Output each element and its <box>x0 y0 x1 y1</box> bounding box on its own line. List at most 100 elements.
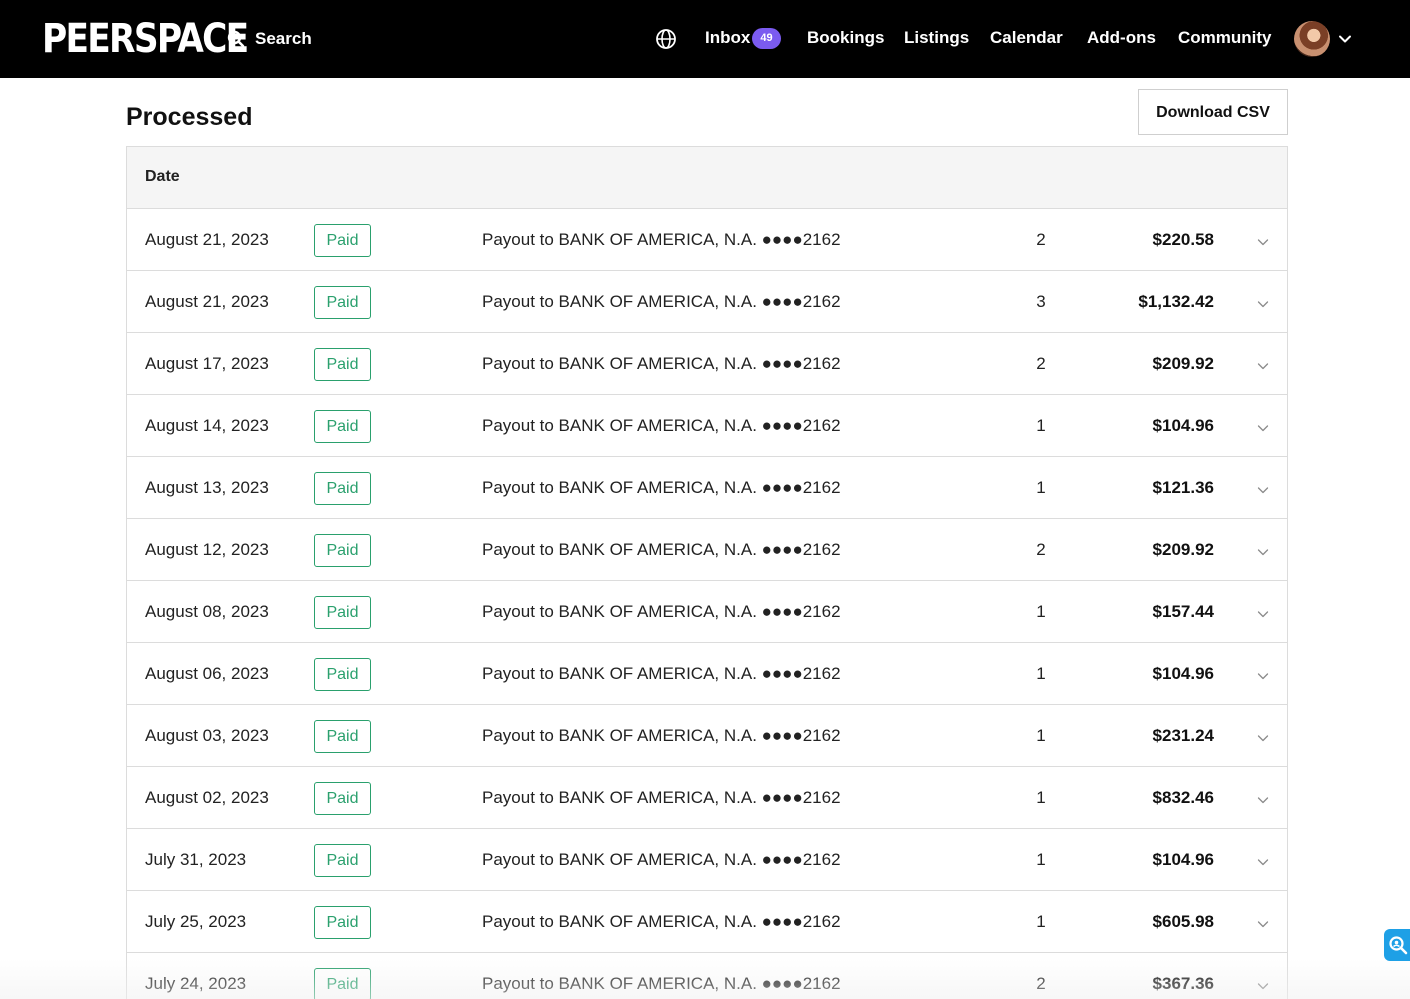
chevron-down-icon[interactable] <box>1257 607 1269 619</box>
payout-description: Payout to BANK OF AMERICA, N.A. ●●●●2162 <box>482 478 841 497</box>
peerspace-logo[interactable]: PEERSPACE <box>42 16 249 62</box>
chevron-down-icon[interactable] <box>1257 421 1269 433</box>
download-csv-button[interactable]: Download CSV <box>1138 89 1288 135</box>
status-badge: Paid <box>314 534 371 567</box>
user-avatar[interactable] <box>1294 21 1330 57</box>
payout-amount: $832.46 <box>1152 788 1214 807</box>
payout-amount: $104.96 <box>1152 416 1214 435</box>
payout-date: August 06, 2023 <box>145 664 269 683</box>
payout-description: Payout to BANK OF AMERICA, N.A. ●●●●2162 <box>482 602 841 621</box>
table-row[interactable]: August 08, 2023 Paid Payout to BANK OF AME… <box>127 581 1287 643</box>
payout-description: Payout to BANK OF AMERICA, N.A. ●●●●2162 <box>482 974 841 993</box>
chevron-down-icon[interactable] <box>1257 855 1269 867</box>
chevron-down-icon[interactable] <box>1257 917 1269 929</box>
table-row[interactable]: July 31, 2023 Paid Payout to BANK OF AMERI… <box>127 829 1287 891</box>
column-header-date: Date <box>145 168 180 185</box>
table-row[interactable]: August 17, 2023 Paid Payout to BANK OF AME… <box>127 333 1287 395</box>
payout-description: Payout to BANK OF AMERICA, N.A. ●●●●2162 <box>482 540 841 559</box>
chevron-down-icon[interactable] <box>1257 359 1269 371</box>
search-label: Search <box>255 29 312 48</box>
table-row[interactable]: August 02, 2023 Paid Payout to BANK OF AME… <box>127 767 1287 829</box>
chevron-down-icon[interactable] <box>1257 669 1269 681</box>
chevron-down-icon[interactable] <box>1257 731 1269 743</box>
chevron-down-icon[interactable] <box>1257 793 1269 805</box>
nav-link-listings[interactable]: Listings <box>904 28 970 47</box>
booking-count: 1 <box>1036 602 1046 621</box>
nav-link-add-ons[interactable]: Add-ons <box>1087 28 1156 47</box>
booking-count: 1 <box>1036 912 1046 931</box>
chevron-down-icon[interactable] <box>1338 32 1352 46</box>
payout-amount: $1,132.42 <box>1138 292 1214 311</box>
page-title: Processed <box>126 103 253 131</box>
table-row[interactable]: August 06, 2023 Paid Payout to BANK OF AME… <box>127 643 1287 705</box>
payout-description: Payout to BANK OF AMERICA, N.A. ●●●●2162 <box>482 292 841 311</box>
booking-count: 3 <box>1036 292 1046 311</box>
chevron-down-icon[interactable] <box>1257 297 1269 309</box>
payout-description: Payout to BANK OF AMERICA, N.A. ●●●●2162 <box>482 416 841 435</box>
payout-date: August 02, 2023 <box>145 788 269 807</box>
payout-description: Payout to BANK OF AMERICA, N.A. ●●●●2162 <box>482 850 841 869</box>
payout-date: August 14, 2023 <box>145 416 269 435</box>
chevron-down-icon[interactable] <box>1257 483 1269 495</box>
status-badge: Paid <box>314 348 371 381</box>
table-row[interactable]: July 25, 2023 Paid Payout to BANK OF AMERI… <box>127 891 1287 953</box>
payout-amount: $605.98 <box>1152 912 1214 931</box>
status-badge: Paid <box>314 968 371 999</box>
status-badge: Paid <box>314 224 371 257</box>
payout-amount: $121.36 <box>1152 478 1214 497</box>
table-header: Date <box>127 147 1287 209</box>
top-navigation: PEERSPACE Search Inbox 49 Bookings Listi… <box>0 0 1410 78</box>
payout-description: Payout to BANK OF AMERICA, N.A. ●●●●2162 <box>482 230 841 249</box>
payout-amount: $220.58 <box>1152 230 1214 249</box>
chevron-down-icon[interactable] <box>1257 235 1269 247</box>
payout-date: July 24, 2023 <box>145 974 247 993</box>
status-badge: Paid <box>314 658 371 691</box>
search-button[interactable]: Search <box>227 24 312 54</box>
payout-description: Payout to BANK OF AMERICA, N.A. ●●●●2162 <box>482 354 841 373</box>
globe-icon[interactable] <box>655 28 677 50</box>
booking-count: 2 <box>1036 230 1046 249</box>
status-badge: Paid <box>314 782 371 815</box>
payout-amount: $104.96 <box>1152 664 1214 683</box>
payout-amount: $367.36 <box>1152 974 1214 993</box>
payout-date: August 03, 2023 <box>145 726 269 745</box>
help-widget-button[interactable] <box>1384 929 1410 961</box>
payout-date: July 31, 2023 <box>145 850 247 869</box>
status-badge: Paid <box>314 720 371 753</box>
table-row[interactable]: July 24, 2023 Paid Payout to BANK OF AMERI… <box>127 953 1287 999</box>
status-badge: Paid <box>314 410 371 443</box>
status-badge: Paid <box>314 596 371 629</box>
booking-count: 1 <box>1036 788 1046 807</box>
nav-link-bookings[interactable]: Bookings <box>807 28 885 47</box>
nav-link-calendar[interactable]: Calendar <box>990 28 1063 47</box>
booking-count: 1 <box>1036 664 1046 683</box>
payout-amount: $209.92 <box>1152 540 1214 559</box>
chevron-down-icon[interactable] <box>1257 979 1269 991</box>
chevron-down-icon[interactable] <box>1257 545 1269 557</box>
payout-amount: $104.96 <box>1152 850 1214 869</box>
payout-date: August 08, 2023 <box>145 602 269 621</box>
booking-count: 2 <box>1036 540 1046 559</box>
status-badge: Paid <box>314 906 371 939</box>
payout-date: August 13, 2023 <box>145 478 269 497</box>
table-row[interactable]: August 12, 2023 Paid Payout to BANK OF AME… <box>127 519 1287 581</box>
payout-description: Payout to BANK OF AMERICA, N.A. ●●●●2162 <box>482 726 841 745</box>
table-row[interactable]: August 14, 2023 Paid Payout to BANK OF AME… <box>127 395 1287 457</box>
payout-date: August 12, 2023 <box>145 540 269 559</box>
table-row[interactable]: August 03, 2023 Paid Payout to BANK OF AME… <box>127 705 1287 767</box>
payout-amount: $231.24 <box>1152 726 1214 745</box>
table-row[interactable]: August 13, 2023 Paid Payout to BANK OF AME… <box>127 457 1287 519</box>
booking-count: 2 <box>1036 354 1046 373</box>
nav-link-community[interactable]: Community <box>1178 28 1272 47</box>
status-badge: Paid <box>314 472 371 505</box>
payout-amount: $157.44 <box>1152 602 1214 621</box>
table-row[interactable]: August 21, 2023 Paid Payout to BANK OF AME… <box>127 209 1287 271</box>
payout-amount: $209.92 <box>1152 354 1214 373</box>
booking-count: 1 <box>1036 478 1046 497</box>
nav-link-inbox[interactable]: Inbox <box>705 28 751 47</box>
booking-count: 1 <box>1036 726 1046 745</box>
table-row[interactable]: August 21, 2023 Paid Payout to BANK OF AME… <box>127 271 1287 333</box>
payout-description: Payout to BANK OF AMERICA, N.A. ●●●●2162 <box>482 912 841 931</box>
inbox-count-badge: 49 <box>752 28 781 49</box>
payout-description: Payout to BANK OF AMERICA, N.A. ●●●●2162 <box>482 664 841 683</box>
